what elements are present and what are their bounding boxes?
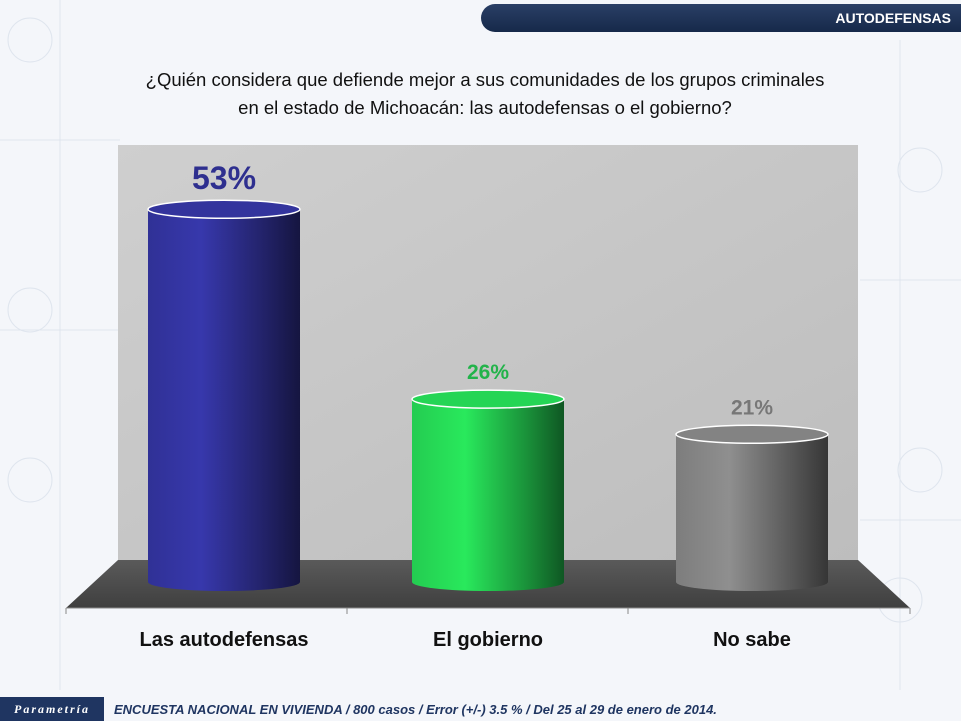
category-label: El gobierno <box>433 629 543 651</box>
survey-note: ENCUESTA NACIONAL EN VIVIENDA / 800 caso… <box>114 701 717 717</box>
data-label: 21% <box>731 396 773 419</box>
data-label: 53% <box>192 160 256 196</box>
brand-logo: Parametría <box>0 697 104 721</box>
bar-top <box>147 199 301 219</box>
category-label: No sabe <box>713 629 791 651</box>
bar-top <box>675 424 829 445</box>
bar-el-gobierno <box>412 399 564 591</box>
bar-top <box>411 389 565 409</box>
data-label: 26% <box>467 361 509 384</box>
section-title: AUTODEFENSAS <box>835 10 951 26</box>
category-label: Las autodefensas <box>140 629 309 651</box>
footer: Parametría ENCUESTA NACIONAL EN VIVIENDA… <box>0 697 961 721</box>
bar-no-sabe <box>676 434 828 591</box>
question-line-2: en el estado de Michoacán: las autodefen… <box>238 97 732 118</box>
bar-las-autodefensas <box>148 209 300 591</box>
question-line-1: ¿Quién considera que defiende mejor a su… <box>145 69 825 90</box>
survey-question: ¿Quién considera que defiende mejor a su… <box>60 66 910 122</box>
section-banner: AUTODEFENSAS <box>481 4 961 32</box>
chart-back-wall <box>118 145 858 560</box>
